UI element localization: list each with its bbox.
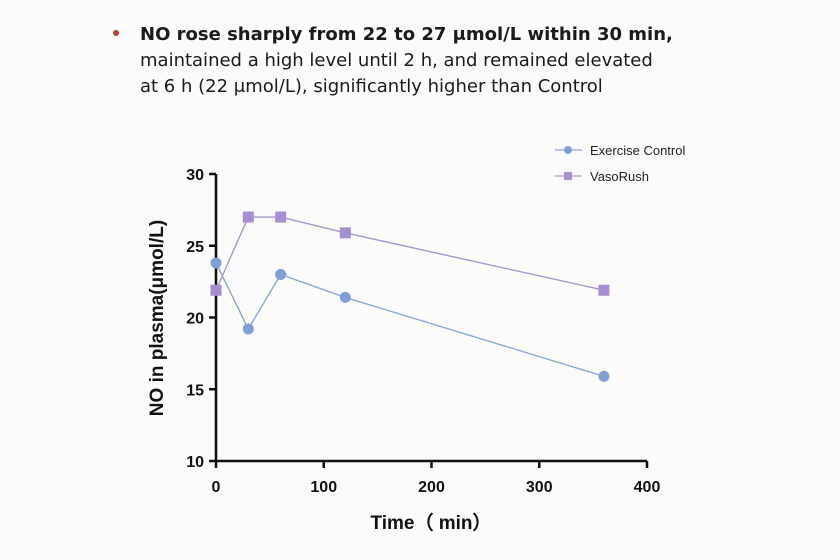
data-point [339,291,351,303]
data-point [339,227,351,239]
summary-line-2: maintained a high level until 2 h, and r… [140,50,653,71]
y-tick-label: 25 [186,239,204,256]
summary-line-1: NO rose sharply from 22 to 27 μmol/L wit… [140,24,673,45]
legend-marker [564,146,572,154]
y-tick-label: 10 [186,454,204,471]
series-line-2 [215,216,605,291]
summary-text: NO rose sharply from 22 to 27 μmol/L wit… [140,22,780,100]
data-point [242,211,254,223]
y-axis-label: NO in plasma(μmol/L) [147,220,168,416]
x-axis-label: Time（ min） [370,511,491,534]
y-tick-label: 15 [186,382,204,399]
data-point [210,257,222,269]
bullet-dot [113,30,119,36]
x-tick-label: 300 [526,479,553,496]
chart-axes: 0 100 200 300 400 10 15 20 25 30 [186,167,660,496]
legend-label: Exercise Control [590,143,685,158]
data-point [598,284,610,296]
data-point [275,268,287,280]
chart-series [210,211,610,382]
y-tick-label: 20 [186,311,204,328]
series-line-1 [215,262,605,378]
x-tick-label: 0 [212,479,221,496]
x-tick-label: 400 [634,479,661,496]
x-tick-label: 100 [310,479,337,496]
data-point [275,211,287,223]
summary-line-3: at 6 h (22 μmol/L), significantly higher… [140,76,603,97]
legend-label: VasoRush [590,169,649,184]
legend-marker [564,172,572,180]
chart-legend: Exercise Control VasoRush [555,143,685,184]
x-tick-label: 200 [418,479,445,496]
data-point [242,323,254,335]
y-tick-label: 30 [186,167,204,184]
data-point [210,284,222,296]
data-point [598,370,610,382]
